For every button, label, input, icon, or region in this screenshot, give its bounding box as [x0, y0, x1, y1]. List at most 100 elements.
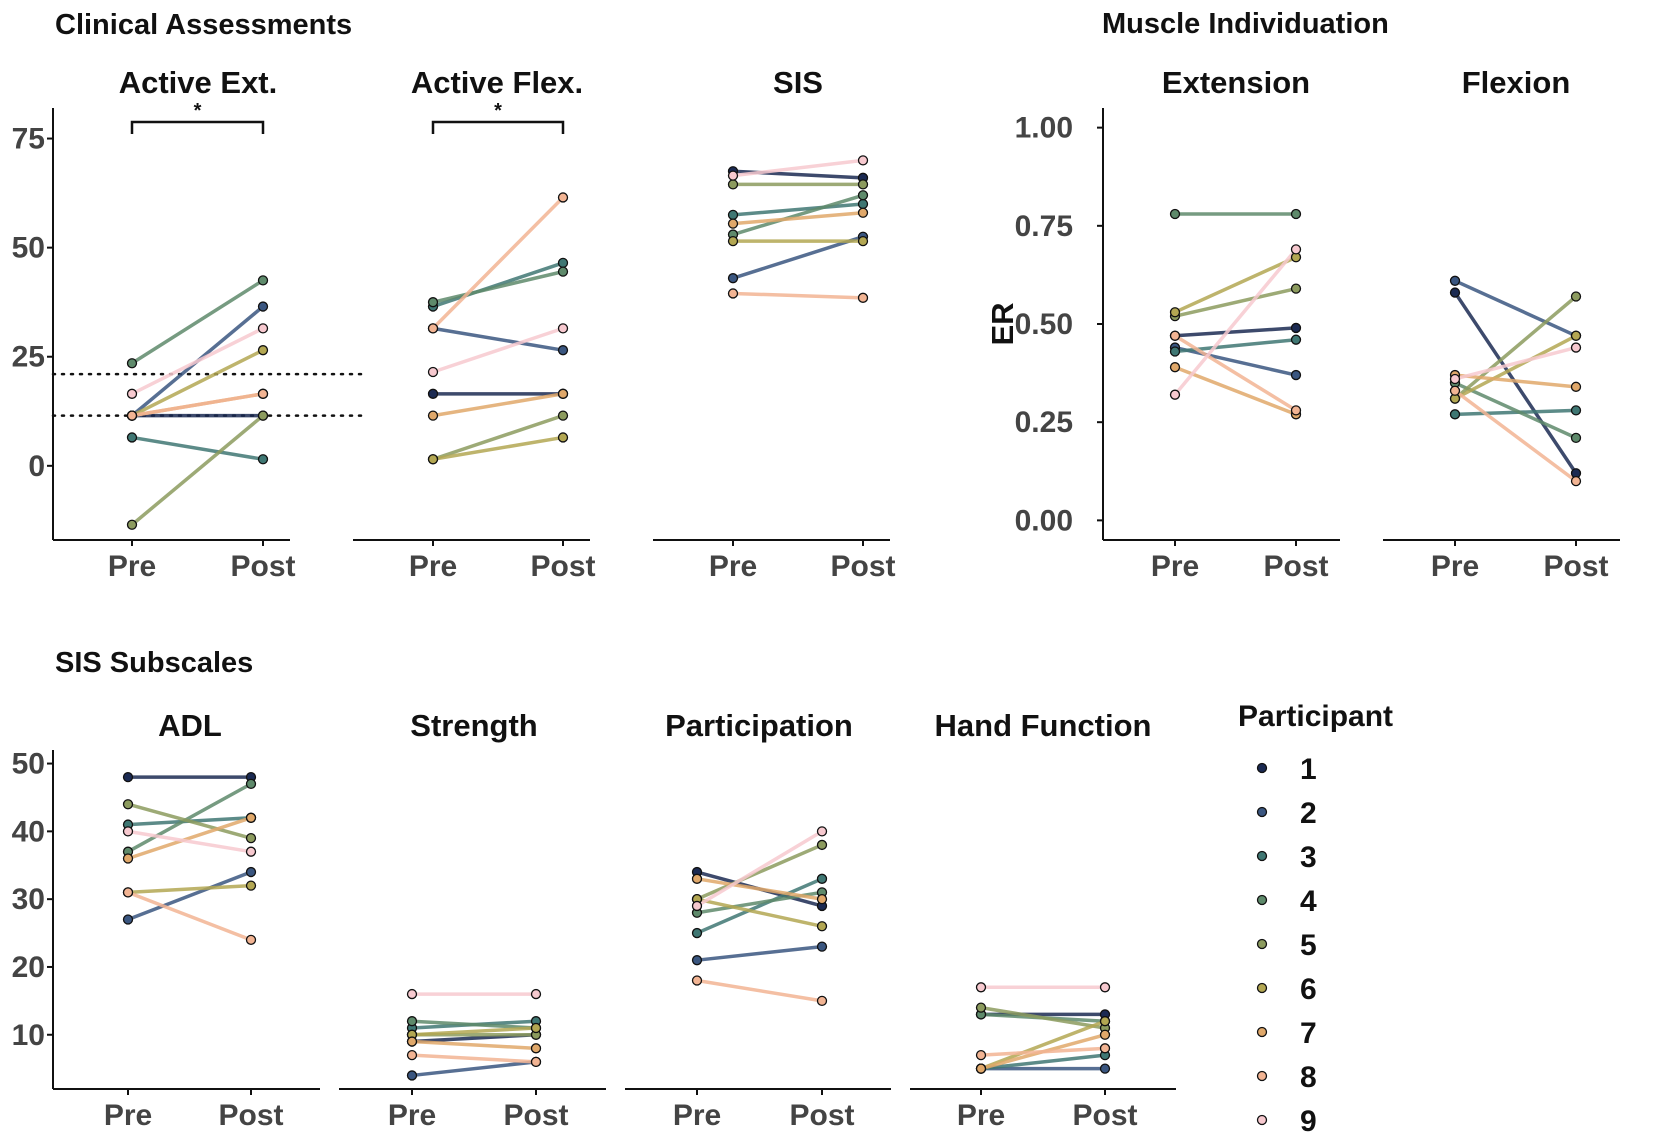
data-point-7-post: [245, 812, 257, 823]
data-point-2-pre: [727, 273, 739, 284]
data-point-7-pre: [406, 1036, 418, 1047]
series-line-3: [731, 202, 865, 217]
series-line-8: [130, 392, 265, 418]
x-tick-label: Post: [530, 550, 595, 583]
series-line-7: [1173, 365, 1298, 417]
data-point-1-pre: [427, 388, 439, 399]
data-point-4-post: [1290, 208, 1302, 220]
series-line-6: [1173, 255, 1298, 314]
x-tick-label: Pre: [108, 550, 156, 583]
series-line-7: [431, 392, 565, 418]
panel-title: Hand Function: [935, 708, 1152, 743]
data-point-6-pre: [427, 454, 439, 465]
series-line-5: [126, 802, 253, 840]
legend-label-5: 5: [1300, 929, 1317, 962]
data-point-2-pre: [1449, 275, 1461, 286]
data-point-8-post: [857, 292, 869, 303]
data-point-3-pre: [126, 432, 138, 443]
series-line-2: [695, 944, 824, 962]
data-point-9-post: [857, 155, 869, 166]
data-point-8-pre: [1449, 385, 1461, 396]
data-point-3-pre: [1169, 346, 1181, 357]
data-point-9-pre: [727, 170, 739, 181]
series-line-5: [979, 1005, 1107, 1030]
panel-4: Extension 0.00 0.25 0.50 0.75 1.00 ER Pre Post: [985, 65, 1340, 583]
data-point-9-post: [1570, 342, 1582, 353]
legend-label-7: 7: [1300, 1017, 1317, 1050]
data-point-8-pre: [975, 1049, 987, 1061]
panel-title: SIS: [773, 65, 823, 100]
y-tick-label: 50: [12, 748, 45, 781]
series-line-2: [1173, 345, 1298, 377]
data-point-9-post: [1099, 982, 1111, 993]
data-point-4-post: [1570, 432, 1582, 444]
data-point-7-post: [1099, 1029, 1111, 1040]
y-tick-label: 0.00: [1015, 504, 1073, 537]
series-line-6: [431, 435, 565, 462]
series-line-4: [431, 269, 565, 304]
data-point-2-post: [816, 941, 828, 952]
data-point-2-post: [245, 866, 257, 878]
panel-5: Flexion Pre Post: [1383, 65, 1620, 583]
y-tick-label: 10: [12, 1019, 45, 1052]
data-point-8-post: [1290, 405, 1302, 416]
legend-label-6: 6: [1300, 973, 1317, 1006]
data-point-3-post: [557, 257, 569, 269]
panel-title: Strength: [410, 708, 537, 743]
data-point-6-post: [257, 345, 269, 356]
data-point-3-post: [1290, 334, 1302, 345]
series-line-5: [431, 413, 565, 462]
y-tick-label: 75: [12, 123, 45, 156]
y-tick-label: 30: [12, 883, 45, 916]
legend-label-2: 2: [1300, 797, 1317, 830]
panel-9: Hand Function Pre Post: [910, 708, 1176, 1132]
data-point-7-pre: [427, 410, 439, 421]
data-point-8-pre: [427, 323, 439, 334]
data-point-7-pre: [727, 218, 739, 229]
series-line-7: [695, 877, 824, 901]
data-point-6-post: [1099, 1016, 1111, 1027]
series-line-8: [731, 291, 865, 300]
data-point-8-post: [1570, 475, 1582, 487]
series-line-8: [1173, 334, 1298, 413]
panel-title: Extension: [1162, 65, 1310, 100]
legend-title: Participant: [1238, 700, 1393, 733]
data-point-1-post: [1290, 322, 1302, 334]
legend-key-3: [1256, 850, 1268, 862]
series-line-9: [130, 326, 265, 396]
legend-label-3: 3: [1300, 841, 1317, 874]
data-point-7-post: [1570, 381, 1582, 392]
data-point-3-pre: [727, 209, 739, 221]
legend-key-4: [1256, 894, 1268, 906]
data-point-8-post: [530, 1056, 542, 1068]
data-point-9-post: [1290, 244, 1302, 255]
x-tick-label: Post: [1072, 1099, 1137, 1132]
data-point-5-post: [557, 410, 569, 421]
legend-key-9: [1256, 1114, 1268, 1126]
series-line-3: [130, 435, 265, 462]
series-line-7: [126, 816, 253, 861]
data-point-4-post: [857, 190, 869, 201]
series-line-9: [431, 326, 565, 374]
data-point-6-post: [816, 921, 828, 932]
panel-title: ADL: [158, 708, 222, 743]
legend-label-8: 8: [1300, 1061, 1317, 1094]
series-line-3: [431, 261, 565, 309]
y-tick-label: 0.75: [1015, 210, 1073, 243]
data-point-9-pre: [126, 388, 138, 399]
series-line-8: [126, 890, 253, 942]
series-line-4: [126, 782, 253, 854]
data-point-6-post: [245, 880, 257, 891]
data-point-8-post: [816, 995, 828, 1007]
data-point-2-post: [1099, 1063, 1111, 1074]
data-point-2-post: [557, 345, 569, 356]
section-title-sis: SIS Subscales: [55, 647, 253, 679]
series-line-9: [1173, 247, 1298, 397]
series-line-6: [1453, 334, 1578, 401]
y-tick-label: 1.00: [1015, 112, 1073, 145]
panel-6: ADL 10 20 30 40 50 Pre Post: [12, 708, 320, 1132]
section-title-muscle: Muscle Individuation: [1102, 8, 1389, 40]
data-point-1-pre: [1449, 287, 1461, 298]
data-point-5-pre: [126, 519, 138, 530]
data-point-6-post: [1570, 330, 1582, 341]
